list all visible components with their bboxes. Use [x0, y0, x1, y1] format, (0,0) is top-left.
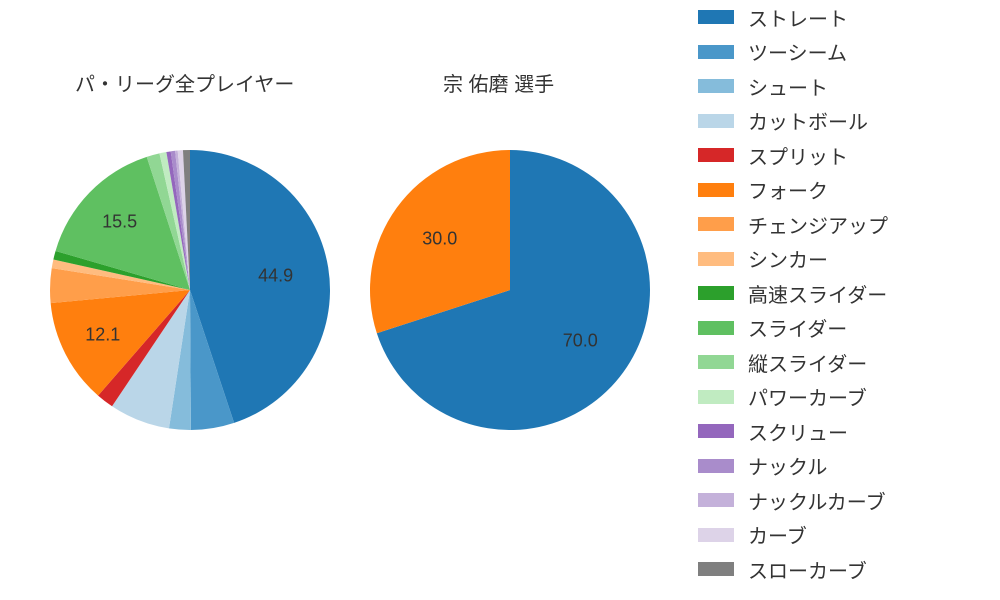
legend-swatch — [698, 45, 734, 59]
legend-label: シュート — [748, 72, 828, 101]
legend-item: スプリット — [698, 138, 988, 173]
legend-item: ナックルカーブ — [698, 483, 988, 518]
legend-swatch — [698, 217, 734, 231]
legend-swatch — [698, 252, 734, 266]
legend-label: カットボール — [748, 106, 868, 135]
legend-swatch — [698, 10, 734, 24]
legend-item: スライダー — [698, 311, 988, 346]
legend-label: カーブ — [748, 520, 807, 549]
legend-item: パワーカーブ — [698, 380, 988, 415]
legend-label: スクリュー — [748, 417, 848, 446]
legend-label: シンカー — [748, 244, 828, 273]
pie-chart: 44.912.115.5 — [48, 148, 332, 432]
legend-label: スローカーブ — [748, 555, 867, 584]
legend-swatch — [698, 321, 734, 335]
chart-title: パ・リーグ全プレイヤー — [75, 68, 294, 97]
legend-item: 高速スライダー — [698, 276, 988, 311]
legend-label: チェンジアップ — [748, 210, 888, 239]
legend-swatch — [698, 390, 734, 404]
legend-swatch — [698, 183, 734, 197]
legend-label: 高速スライダー — [748, 279, 887, 308]
legend-label: スライダー — [748, 313, 847, 342]
legend-label: ナックルカーブ — [748, 486, 886, 515]
legend-swatch — [698, 493, 734, 507]
legend-swatch — [698, 528, 734, 542]
legend-label: パワーカーブ — [748, 382, 867, 411]
legend-swatch — [698, 562, 734, 576]
pie-chart: 70.030.0 — [368, 148, 652, 432]
legend-swatch — [698, 355, 734, 369]
legend-label: ツーシーム — [748, 37, 847, 66]
legend-item: カーブ — [698, 518, 988, 553]
legend-swatch — [698, 79, 734, 93]
legend-item: ツーシーム — [698, 35, 988, 70]
legend-label: スプリット — [748, 141, 848, 170]
legend-item: フォーク — [698, 173, 988, 208]
legend-swatch — [698, 114, 734, 128]
legend-item: シンカー — [698, 242, 988, 277]
legend-item: ストレート — [698, 0, 988, 35]
legend-label: ストレート — [748, 3, 848, 32]
legend-item: ナックル — [698, 449, 988, 484]
legend-item: チェンジアップ — [698, 207, 988, 242]
legend-label: 縦スライダー — [748, 348, 867, 377]
legend-label: フォーク — [748, 175, 828, 204]
legend-item: 縦スライダー — [698, 345, 988, 380]
legend-item: シュート — [698, 69, 988, 104]
chart-title: 宗 佑磨 選手 — [443, 68, 554, 97]
legend-swatch — [698, 459, 734, 473]
legend-label: ナックル — [748, 451, 827, 480]
legend-swatch — [698, 424, 734, 438]
legend-item: スローカーブ — [698, 552, 988, 587]
legend-swatch — [698, 286, 734, 300]
legend: ストレートツーシームシュートカットボールスプリットフォークチェンジアップシンカー… — [698, 0, 988, 587]
legend-item: カットボール — [698, 104, 988, 139]
legend-swatch — [698, 148, 734, 162]
legend-item: スクリュー — [698, 414, 988, 449]
